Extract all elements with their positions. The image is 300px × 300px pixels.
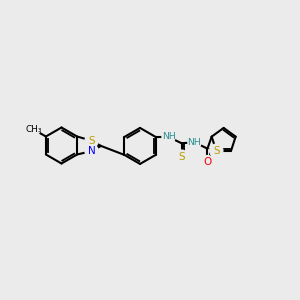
Text: N: N [88, 146, 95, 156]
Circle shape [85, 145, 98, 158]
Text: O: O [203, 157, 211, 167]
Circle shape [162, 130, 175, 143]
Text: CH₃: CH₃ [25, 125, 42, 134]
Text: NH: NH [188, 138, 201, 147]
Circle shape [210, 144, 223, 157]
Text: S: S [213, 146, 220, 156]
Circle shape [188, 136, 201, 149]
Circle shape [201, 155, 214, 169]
Circle shape [175, 150, 188, 163]
Text: S: S [178, 152, 185, 162]
Circle shape [85, 134, 98, 147]
Text: NH: NH [162, 132, 176, 141]
Circle shape [27, 123, 40, 136]
Text: S: S [88, 136, 95, 146]
